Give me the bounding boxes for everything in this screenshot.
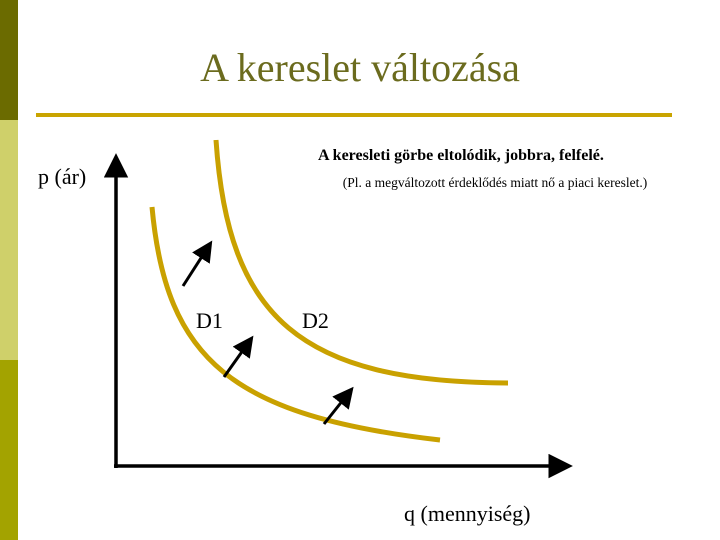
shift-arrow-3 (322, 386, 354, 425)
title-underline (36, 113, 672, 117)
slide-title: A kereslet változása (200, 45, 520, 90)
demand-curve-d1 (149, 206, 441, 443)
shift-arrow-2 (222, 335, 254, 378)
y-axis-label: p (ár) (38, 164, 87, 189)
curve-label-d1: D1 (196, 308, 223, 333)
shift-arrow-1 (181, 240, 213, 287)
demand-curve-d2 (213, 139, 509, 386)
annotation-headline: A keresleti görbe eltolódik, jobbra, fel… (318, 147, 604, 164)
x-axis-label: q (mennyiség) (404, 501, 531, 526)
sidebar-segment-bottom (0, 360, 18, 540)
sidebar-segment-middle (0, 120, 18, 360)
sidebar-segment-top (0, 0, 18, 120)
curve-label-d2: D2 (302, 308, 329, 333)
annotation-detail: (Pl. a megváltozott érdeklődés miatt nő … (342, 175, 648, 190)
